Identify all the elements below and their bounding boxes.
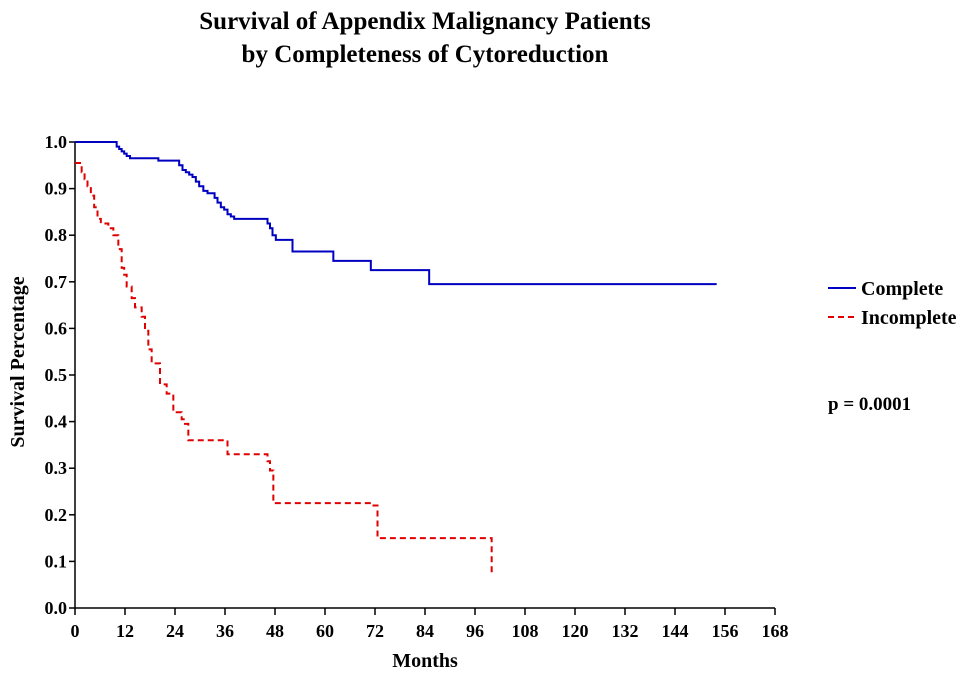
x-tick-label: 120 [562, 621, 589, 641]
x-tick-label: 48 [266, 621, 284, 641]
tick-labels: 0.0 0.1 0.2 0.3 0.4 0.5 0.6 0.7 0.8 0.9 1.0 0 12 24 36… [45, 132, 789, 641]
p-value-annotation: p = 0.0001 [828, 394, 911, 415]
series-lines [75, 141, 717, 576]
x-tick-label: 36 [216, 621, 234, 641]
x-tick-label: 144 [662, 621, 689, 641]
y-tick-label: 0.0 [45, 598, 68, 618]
chart-title-line-2: by Completeness of Cytoreduction [242, 41, 609, 68]
x-tick-label: 60 [316, 621, 334, 641]
x-tick-label: 72 [366, 621, 384, 641]
x-tick-label: 0 [71, 621, 80, 641]
series-line-complete [75, 141, 717, 286]
y-tick-label: 0.7 [45, 272, 68, 292]
series-line-incomplete [75, 161, 493, 576]
legend: Complete Incomplete [828, 278, 957, 329]
y-tick-label: 0.3 [45, 458, 68, 478]
y-tick-label: 0.2 [45, 505, 68, 525]
y-tick-label: 0.9 [45, 179, 68, 199]
x-tick-label: 84 [416, 621, 434, 641]
y-tick-label: 0.8 [45, 225, 68, 245]
x-tick-label: 24 [166, 621, 184, 641]
y-tick-label: 0.6 [45, 318, 68, 338]
x-tick-label: 96 [466, 621, 484, 641]
y-tick-label: 0.5 [45, 365, 68, 385]
x-tick-label: 12 [116, 621, 134, 641]
x-tick-label: 108 [512, 621, 539, 641]
x-axis-label: Months [392, 650, 458, 672]
y-tick-label: 1.0 [45, 132, 68, 152]
legend-label-complete: Complete [861, 278, 943, 300]
y-tick-label: 0.1 [45, 551, 68, 571]
x-tick-label: 168 [762, 621, 789, 641]
chart-title-line-1: Survival of Appendix Malignancy Patients [199, 8, 651, 35]
x-tick-label: 156 [712, 621, 739, 641]
y-axis-label: Survival Percentage [7, 276, 29, 447]
axes [69, 141, 776, 615]
y-tick-label: 0.4 [45, 412, 68, 432]
x-tick-label: 132 [612, 621, 639, 641]
legend-label-incomplete: Incomplete [861, 307, 957, 329]
